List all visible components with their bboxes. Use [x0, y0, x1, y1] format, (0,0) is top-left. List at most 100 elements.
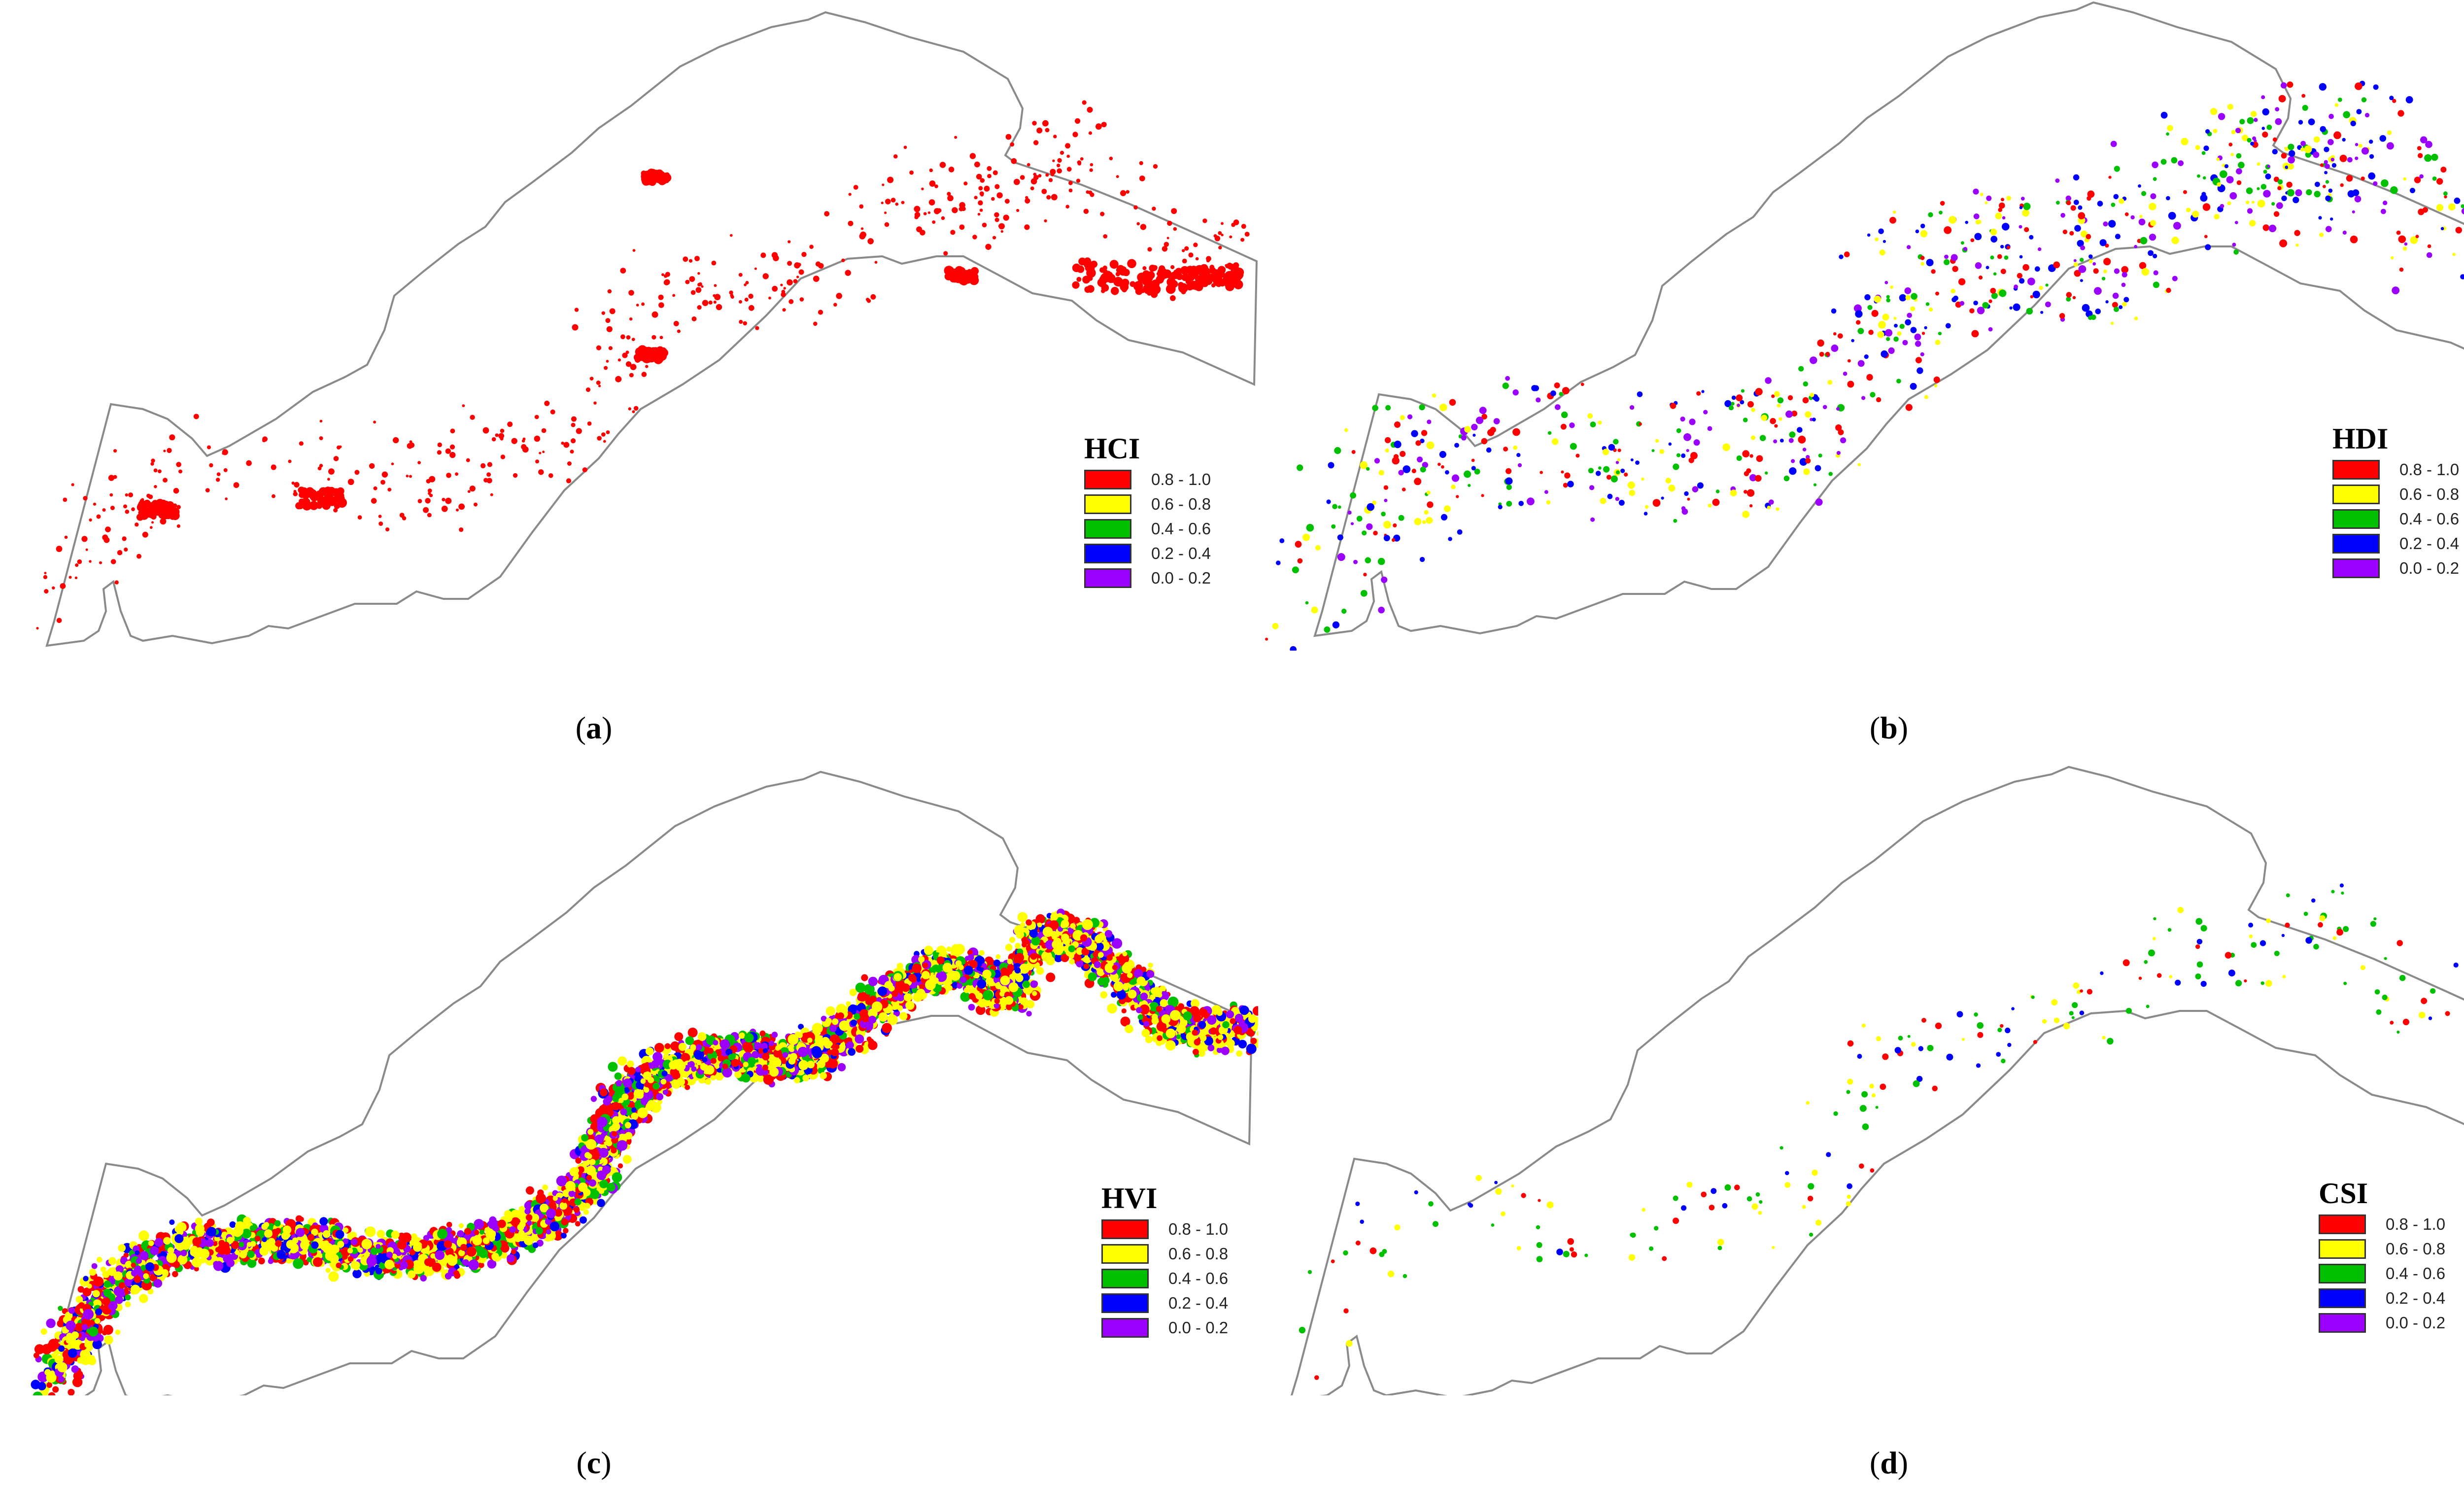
habitat-patch — [2355, 82, 2362, 90]
habitat-patch — [2249, 220, 2256, 227]
habitat-patch — [1818, 453, 1822, 458]
habitat-patch — [620, 268, 626, 274]
habitat-patch — [1010, 142, 1015, 147]
habitat-patch — [1835, 424, 1842, 431]
habitat-patch — [567, 461, 572, 466]
habitat-patch — [641, 372, 647, 377]
habitat-patch — [500, 437, 504, 441]
habitat-patch — [1091, 273, 1095, 277]
habitat-patch — [1544, 490, 1548, 494]
habitat-patch — [1902, 340, 1908, 346]
habitat-patch — [1057, 158, 1062, 163]
habitat-patch — [1427, 419, 1432, 424]
habitat-patch — [1030, 186, 1034, 191]
legend-label: 0.8 - 1.0 — [1151, 470, 1211, 488]
habitat-patch — [870, 294, 876, 300]
habitat-patch — [1167, 221, 1170, 224]
habitat-patch — [2108, 220, 2116, 228]
habitat-patch — [2392, 286, 2400, 295]
habitat-patch — [2204, 235, 2208, 239]
habitat-patch — [2099, 239, 2107, 246]
habitat-patch — [1610, 475, 1618, 483]
habitat-patch — [1608, 444, 1615, 451]
habitat-patch — [89, 560, 92, 563]
habitat-patch — [1082, 276, 1091, 284]
habitat-patch — [271, 464, 276, 470]
habitat-patch — [598, 384, 601, 387]
habitat-patch — [2019, 278, 2025, 284]
habitat-patch — [501, 1252, 508, 1259]
habitat-patch — [658, 294, 664, 300]
habitat-patch — [617, 1163, 623, 1169]
habitat-patch — [2088, 259, 2093, 264]
habitat-patch — [425, 498, 431, 504]
habitat-patch — [771, 1032, 778, 1038]
habitat-patch — [2250, 141, 2255, 146]
habitat-patch — [378, 521, 383, 526]
habitat-patch — [1017, 912, 1028, 922]
habitat-patch — [1920, 223, 1925, 229]
habitat-patch — [89, 518, 92, 522]
habitat-patch — [1822, 405, 1827, 410]
habitat-patch — [525, 1186, 534, 1195]
habitat-patch — [1109, 156, 1113, 161]
habitat-patch — [2287, 189, 2294, 197]
habitat-patch — [2373, 181, 2378, 186]
habitat-patch — [209, 463, 213, 468]
habitat-patch — [787, 240, 791, 243]
habitat-patch — [1993, 272, 1997, 276]
habitat-patch — [1867, 233, 1871, 237]
habitat-patch — [1615, 461, 1619, 464]
habitat-patch — [2167, 125, 2173, 132]
habitat-patch — [1600, 498, 1607, 504]
habitat-patch — [818, 310, 823, 315]
habitat-patch — [992, 236, 996, 240]
habitat-patch — [1920, 255, 1925, 260]
habitat-patch — [1897, 331, 1902, 336]
habitat-patch — [848, 220, 854, 226]
habitat-patch — [1141, 1029, 1150, 1038]
habitat-patch — [1381, 576, 1388, 583]
habitat-patch — [1033, 173, 1037, 176]
habitat-patch — [927, 211, 931, 214]
habitat-patch — [937, 208, 942, 213]
habitat-patch — [787, 261, 792, 266]
habitat-patch — [1563, 483, 1568, 488]
habitat-patch — [46, 1318, 56, 1328]
habitat-patch — [2078, 265, 2087, 273]
habitat-patch — [1082, 100, 1087, 105]
habitat-patch — [2284, 146, 2289, 151]
habitat-patch — [1765, 471, 1768, 475]
habitat-patch — [2324, 160, 2328, 164]
habitat-patch — [1963, 247, 1968, 251]
habitat-patch — [1374, 458, 1380, 464]
habitat-patch — [2045, 283, 2049, 287]
habitat-patch — [1839, 254, 1844, 259]
habitat-patch — [941, 216, 945, 220]
habitat-patch — [1731, 395, 1736, 400]
habitat-patch — [446, 473, 451, 478]
habitat-patch — [2093, 268, 2099, 274]
habitat-patch — [2420, 136, 2428, 143]
habitat-patch — [1755, 475, 1762, 482]
habitat-patch — [2346, 175, 2353, 182]
habitat-patch — [928, 199, 935, 206]
habitat-patch — [1661, 496, 1664, 500]
habitat-patch — [1825, 351, 1830, 356]
habitat-patch — [2101, 277, 2106, 280]
habitat-patch — [914, 215, 919, 219]
habitat-patch — [1777, 397, 1784, 404]
habitat-patch — [2239, 119, 2245, 125]
habitat-patch — [2318, 216, 2322, 220]
habitat-patch — [2183, 190, 2187, 194]
habitat-patch — [1193, 243, 1198, 247]
habitat-patch — [2197, 174, 2200, 178]
habitat-patch — [1103, 234, 1108, 239]
habitat-patch — [1696, 391, 1701, 396]
habitat-patch — [2009, 306, 2013, 310]
habitat-patch — [521, 444, 527, 450]
habitat-patch — [258, 1257, 265, 1265]
habitat-patch — [122, 536, 127, 541]
habitat-patch — [1561, 411, 1568, 418]
habitat-patch — [833, 303, 837, 307]
